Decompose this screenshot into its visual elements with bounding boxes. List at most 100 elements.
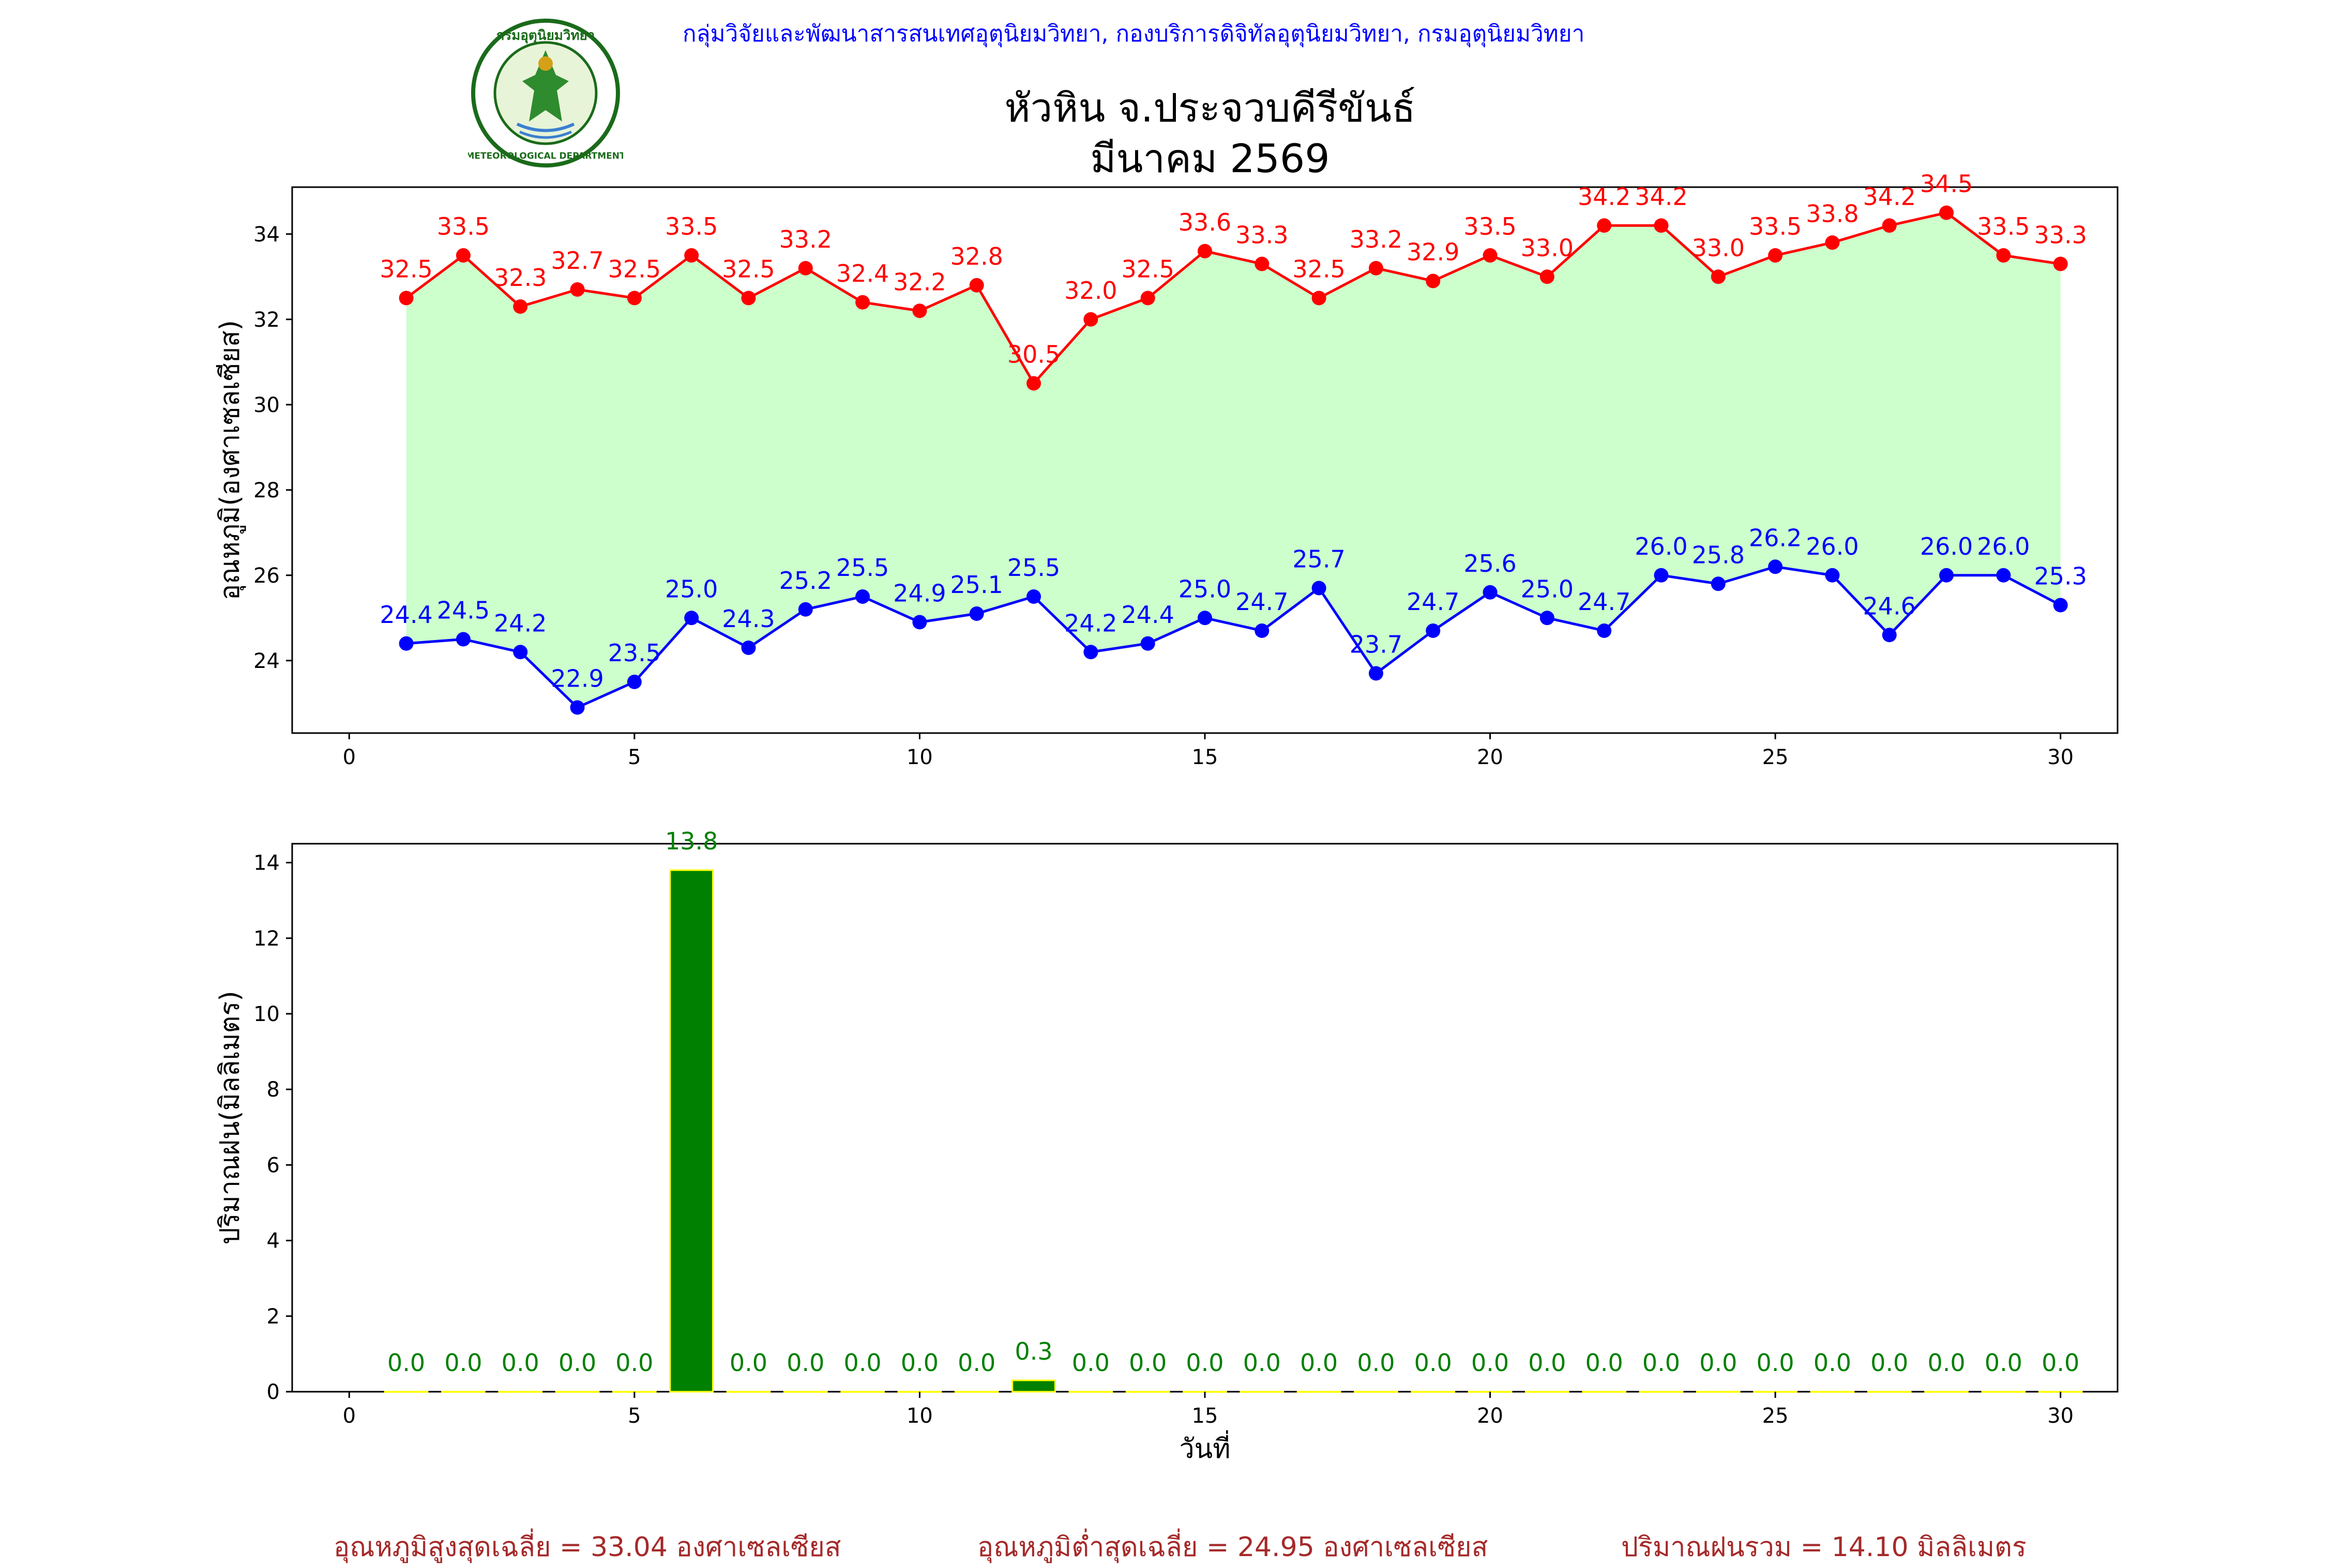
point-max: [627, 291, 642, 306]
data-label-min: 26.0: [1635, 532, 1687, 560]
data-label-max: 34.2: [1635, 182, 1687, 210]
rain-bar: [669, 869, 714, 1393]
y-tick-label: 12: [253, 927, 280, 951]
rain-data-label: 0.0: [787, 1349, 824, 1377]
data-label-min: 23.5: [608, 639, 661, 667]
data-label-max: 32.3: [494, 264, 547, 292]
point-min: [1311, 581, 1326, 596]
y-tick-label: 6: [267, 1153, 280, 1177]
point-min: [570, 700, 585, 715]
institution-header: กลุ่มวิจัยและพัฒนาสารสนเทศอุตุนิยมวิทยา,…: [683, 21, 1585, 47]
point-min: [798, 602, 813, 617]
data-label-min: 24.4: [1121, 601, 1174, 629]
point-min: [513, 645, 528, 660]
point-min: [912, 615, 927, 630]
rain-data-label: 0.3: [1015, 1337, 1052, 1365]
chart-title: หัวหิน จ.ประจวบคีรีขันธ์ มีนาคม 2569: [724, 83, 1696, 184]
data-label-max: 33.2: [779, 225, 832, 253]
point-max: [1768, 248, 1783, 263]
data-label-max: 34.2: [1578, 182, 1630, 210]
y-tick-label: 30: [253, 393, 280, 417]
data-label-min: 24.2: [494, 609, 547, 637]
point-min: [1198, 611, 1212, 626]
data-label-max: 32.9: [1407, 238, 1459, 266]
data-label-min: 25.3: [2034, 562, 2087, 590]
rain-data-label: 13.8: [665, 827, 718, 855]
meteorological-department-logo: กรมอุตุนิยมวิทยา METEOROLOGICAL DEPARTME…: [468, 19, 623, 168]
x-tick-label: 15: [1192, 1404, 1218, 1428]
x-tick-label: 20: [1477, 1404, 1503, 1428]
data-label-max: 32.5: [722, 255, 775, 283]
x-tick-label: 30: [2047, 1404, 2074, 1428]
rain-data-label: 0.0: [958, 1349, 995, 1377]
rain-data-label: 0.0: [1642, 1349, 1680, 1377]
y-tick-label: 14: [253, 851, 280, 875]
data-label-max: 33.0: [1521, 234, 1574, 262]
data-label-max: 32.8: [950, 242, 1003, 270]
point-max: [399, 291, 414, 306]
data-label-max: 32.5: [1292, 255, 1345, 283]
point-min: [1426, 623, 1441, 638]
temperature-range-fill: [406, 212, 2061, 708]
point-min: [399, 636, 414, 651]
point-max: [855, 295, 870, 310]
point-min: [1825, 568, 1840, 583]
point-min: [741, 641, 756, 655]
point-max: [1539, 269, 1554, 284]
x-tick-label: 0: [343, 745, 356, 769]
average-max-temperature: อุณหภูมิสูงสุดเฉลี่ย = 33.04 องศาเซลเซีย…: [334, 1532, 841, 1563]
point-max: [1483, 248, 1498, 263]
point-max: [570, 282, 585, 297]
y-axis-label: อุณหภูมิ(องศาเซลเซียส): [215, 320, 246, 600]
station-title: หัวหิน จ.ประจวบคีรีขันธ์: [1004, 85, 1416, 131]
point-min: [456, 632, 471, 647]
data-label-min: 26.2: [1749, 524, 1802, 552]
point-max: [1368, 261, 1383, 276]
data-label-min: 25.2: [779, 567, 832, 595]
rain-data-label: 0.0: [1129, 1349, 1167, 1377]
data-label-min: 25.5: [836, 554, 889, 582]
data-label-max: 34.5: [1920, 170, 1973, 198]
x-axis-label: วันที่: [1179, 1430, 1230, 1465]
rain-bar: [1011, 1379, 1056, 1393]
data-label-min: 22.9: [551, 665, 603, 693]
rain-data-label: 0.0: [1243, 1349, 1281, 1377]
data-label-min: 25.0: [665, 575, 718, 603]
data-label-min: 26.0: [1977, 532, 2030, 560]
data-label-max: 33.2: [1350, 225, 1402, 253]
point-min: [1140, 636, 1155, 651]
series-line-min: [406, 565, 2061, 709]
point-min: [1539, 611, 1554, 626]
data-label-min: 24.2: [1064, 609, 1117, 637]
data-label-min: 25.8: [1692, 541, 1745, 569]
point-min: [1654, 568, 1669, 583]
total-rainfall: ปริมาณฝนรวม = 14.10 มิลลิเมตร: [1621, 1532, 2027, 1563]
data-label-min: 24.3: [722, 605, 775, 633]
point-min: [1711, 576, 1726, 591]
data-label-min: 25.1: [950, 571, 1003, 599]
point-min: [1368, 666, 1383, 681]
data-label-max: 34.2: [1863, 182, 1916, 210]
point-min: [684, 611, 699, 626]
x-tick-label: 15: [1192, 745, 1218, 769]
temperature-chart: 0 5 10 15 20 25 30 24 26 28 30 32 34 อุณหภูมิ(องศาเซล…: [215, 170, 2119, 769]
data-label-max: 32.0: [1064, 277, 1117, 305]
point-max: [1083, 312, 1098, 327]
rain-data-label: 0.0: [844, 1349, 882, 1377]
point-max: [912, 303, 927, 318]
y-tick-label: 4: [267, 1229, 280, 1253]
rain-data-label: 0.0: [502, 1349, 539, 1377]
data-label-max: 32.5: [380, 255, 432, 283]
data-label-max: 33.5: [1977, 212, 2030, 240]
y-tick-label: 32: [253, 308, 280, 332]
data-label-min: 25.7: [1292, 545, 1345, 573]
data-label-min: 25.5: [1007, 554, 1060, 582]
y-tick-label: 34: [253, 223, 280, 247]
data-label-max: 33.5: [437, 212, 490, 240]
point-max: [1026, 376, 1041, 391]
rain-data-label: 0.0: [1072, 1349, 1110, 1377]
rain-data-label: 0.0: [1870, 1349, 1908, 1377]
y-tick-label: 10: [253, 1002, 280, 1026]
point-max: [1597, 218, 1612, 233]
